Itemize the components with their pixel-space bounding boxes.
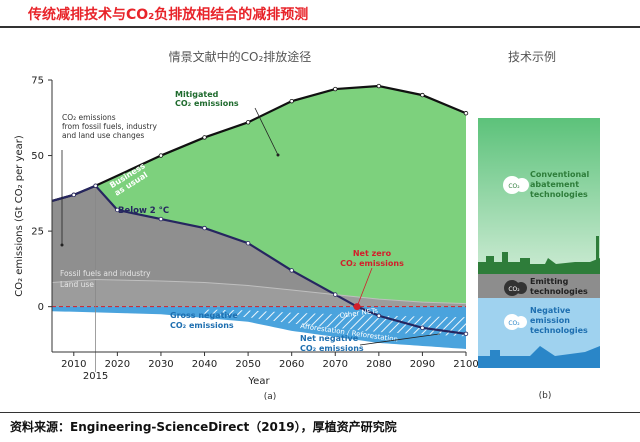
annotation-mitigated: Mitigated CO₂ emissions [175, 90, 239, 108]
x-tick-label: 2060 [279, 359, 304, 370]
below-2c-point [202, 225, 207, 231]
svg-text:CO₂: CO₂ [508, 320, 520, 327]
bau-point [420, 92, 425, 98]
plot-area: 2010 2020 2030 2040 2050 2060 2070 2080 2090 2100… [14, 76, 479, 403]
bottom-divider [0, 412, 640, 413]
y-axis-title: CO₂ emissions (Gt CO₂ per year) [14, 135, 25, 297]
annotation-net-zero-pointer [356, 267, 373, 307]
annotation-net-negative: Net negative CO₂ emissions [300, 334, 364, 353]
land-use-band [52, 279, 466, 307]
below-2c-point [245, 240, 251, 246]
annotation-mitigated-pointer [254, 107, 279, 156]
bau-point [289, 98, 294, 104]
below-2c-point [463, 331, 469, 337]
annotation-co2-emissions: CO₂ emissions from fossil fuels, industry… [62, 113, 157, 140]
y-tick-label: 50 [31, 151, 44, 162]
label-negative: Negative emission technologies [530, 306, 588, 335]
svg-text:CO₂: CO₂ [508, 183, 520, 190]
y-tick-label: 0 [38, 302, 44, 313]
annotation-net-zero: Net zero CO₂ emissions [340, 249, 404, 268]
below-2c-point [71, 192, 76, 198]
afforestation-hatch [204, 309, 467, 337]
annotation-co2-pointer-dot [60, 243, 64, 247]
gray-emissions-area [52, 185, 466, 307]
bau-point [245, 120, 251, 125]
below-2c-point [93, 183, 98, 188]
bau-point [376, 83, 382, 89]
panel-a-title: 情景文献中的CO₂排放途径 [169, 49, 312, 64]
x-axis-title: Year [247, 376, 270, 387]
cloud-icon-emitting: CO₂ [504, 280, 527, 296]
bau-point [158, 153, 164, 158]
label-conventional: Conventional abatement technologies [530, 170, 590, 199]
annotation-gross-negative: Gross negative CO₂ emissions [170, 311, 238, 330]
top-divider [0, 26, 640, 28]
svg-text:CO₂: CO₂ [508, 286, 520, 293]
y-tick-label: 25 [31, 227, 44, 238]
x-tick-label: 2080 [366, 359, 391, 370]
panel-b-title: 技术示例 [508, 50, 556, 64]
bau-point [333, 86, 338, 92]
below-2c-point [115, 207, 120, 213]
antenna-tower [596, 236, 599, 260]
x-tick-label: 2030 [148, 359, 173, 370]
annotation-below-2c: Below 2 °C [118, 206, 169, 216]
shoreline-silhouette [478, 346, 600, 368]
x-tick-2015-label: 2015 [83, 371, 108, 382]
panel-b-emitting-band [478, 274, 600, 298]
panel-b-tag: (b) [539, 391, 552, 401]
x-tick-label: 2100 [453, 359, 478, 370]
x-tick-label: 2020 [105, 359, 130, 370]
below-2c-point [420, 325, 425, 331]
x-tick-label: 2040 [192, 359, 217, 370]
annotation-mitigated-pointer-dot [276, 153, 280, 157]
source-note: 资料来源：Engineering-ScienceDirect（2019），厚植资… [10, 420, 397, 434]
page-title: 传统减排技术与CO₂负排放相结合的减排预测 [28, 7, 309, 23]
cloud-icon-negative: CO₂ [504, 314, 527, 330]
fossil-fuels-line [51, 278, 467, 305]
x-tick-label: 2070 [323, 359, 348, 370]
cloud-icon-conventional: CO₂ [503, 176, 529, 194]
y-tick-label: 75 [31, 76, 44, 87]
below-2c-point [158, 216, 164, 222]
annotation-fossil-fuels: Fossil fuels and industry [60, 269, 151, 278]
panel-a-tag: (a) [264, 392, 277, 402]
bau-point [202, 135, 207, 140]
below-2c-point [333, 292, 338, 297]
mitigated-area [52, 86, 466, 304]
below-2c-point [289, 268, 294, 273]
cityscape-silhouette [478, 252, 600, 274]
x-tick-label: 2050 [235, 359, 260, 370]
x-tick-label: 2090 [410, 359, 435, 370]
annotation-land-use: Land use [60, 280, 94, 289]
panel-b: CO₂ CO₂ CO₂ Conventional abatement techn… [478, 118, 600, 401]
x-tick-label: 2010 [61, 359, 86, 370]
below-2c-point [376, 313, 382, 318]
emissions-chart: 情景文献中的CO₂排放途径 技术示例 2010 2020 2030 2040 2050 2… [14, 49, 600, 403]
label-emitting: Emitting technologies [530, 277, 588, 296]
annotation-net-negative-pointer [359, 333, 441, 346]
bau-point [463, 111, 469, 116]
